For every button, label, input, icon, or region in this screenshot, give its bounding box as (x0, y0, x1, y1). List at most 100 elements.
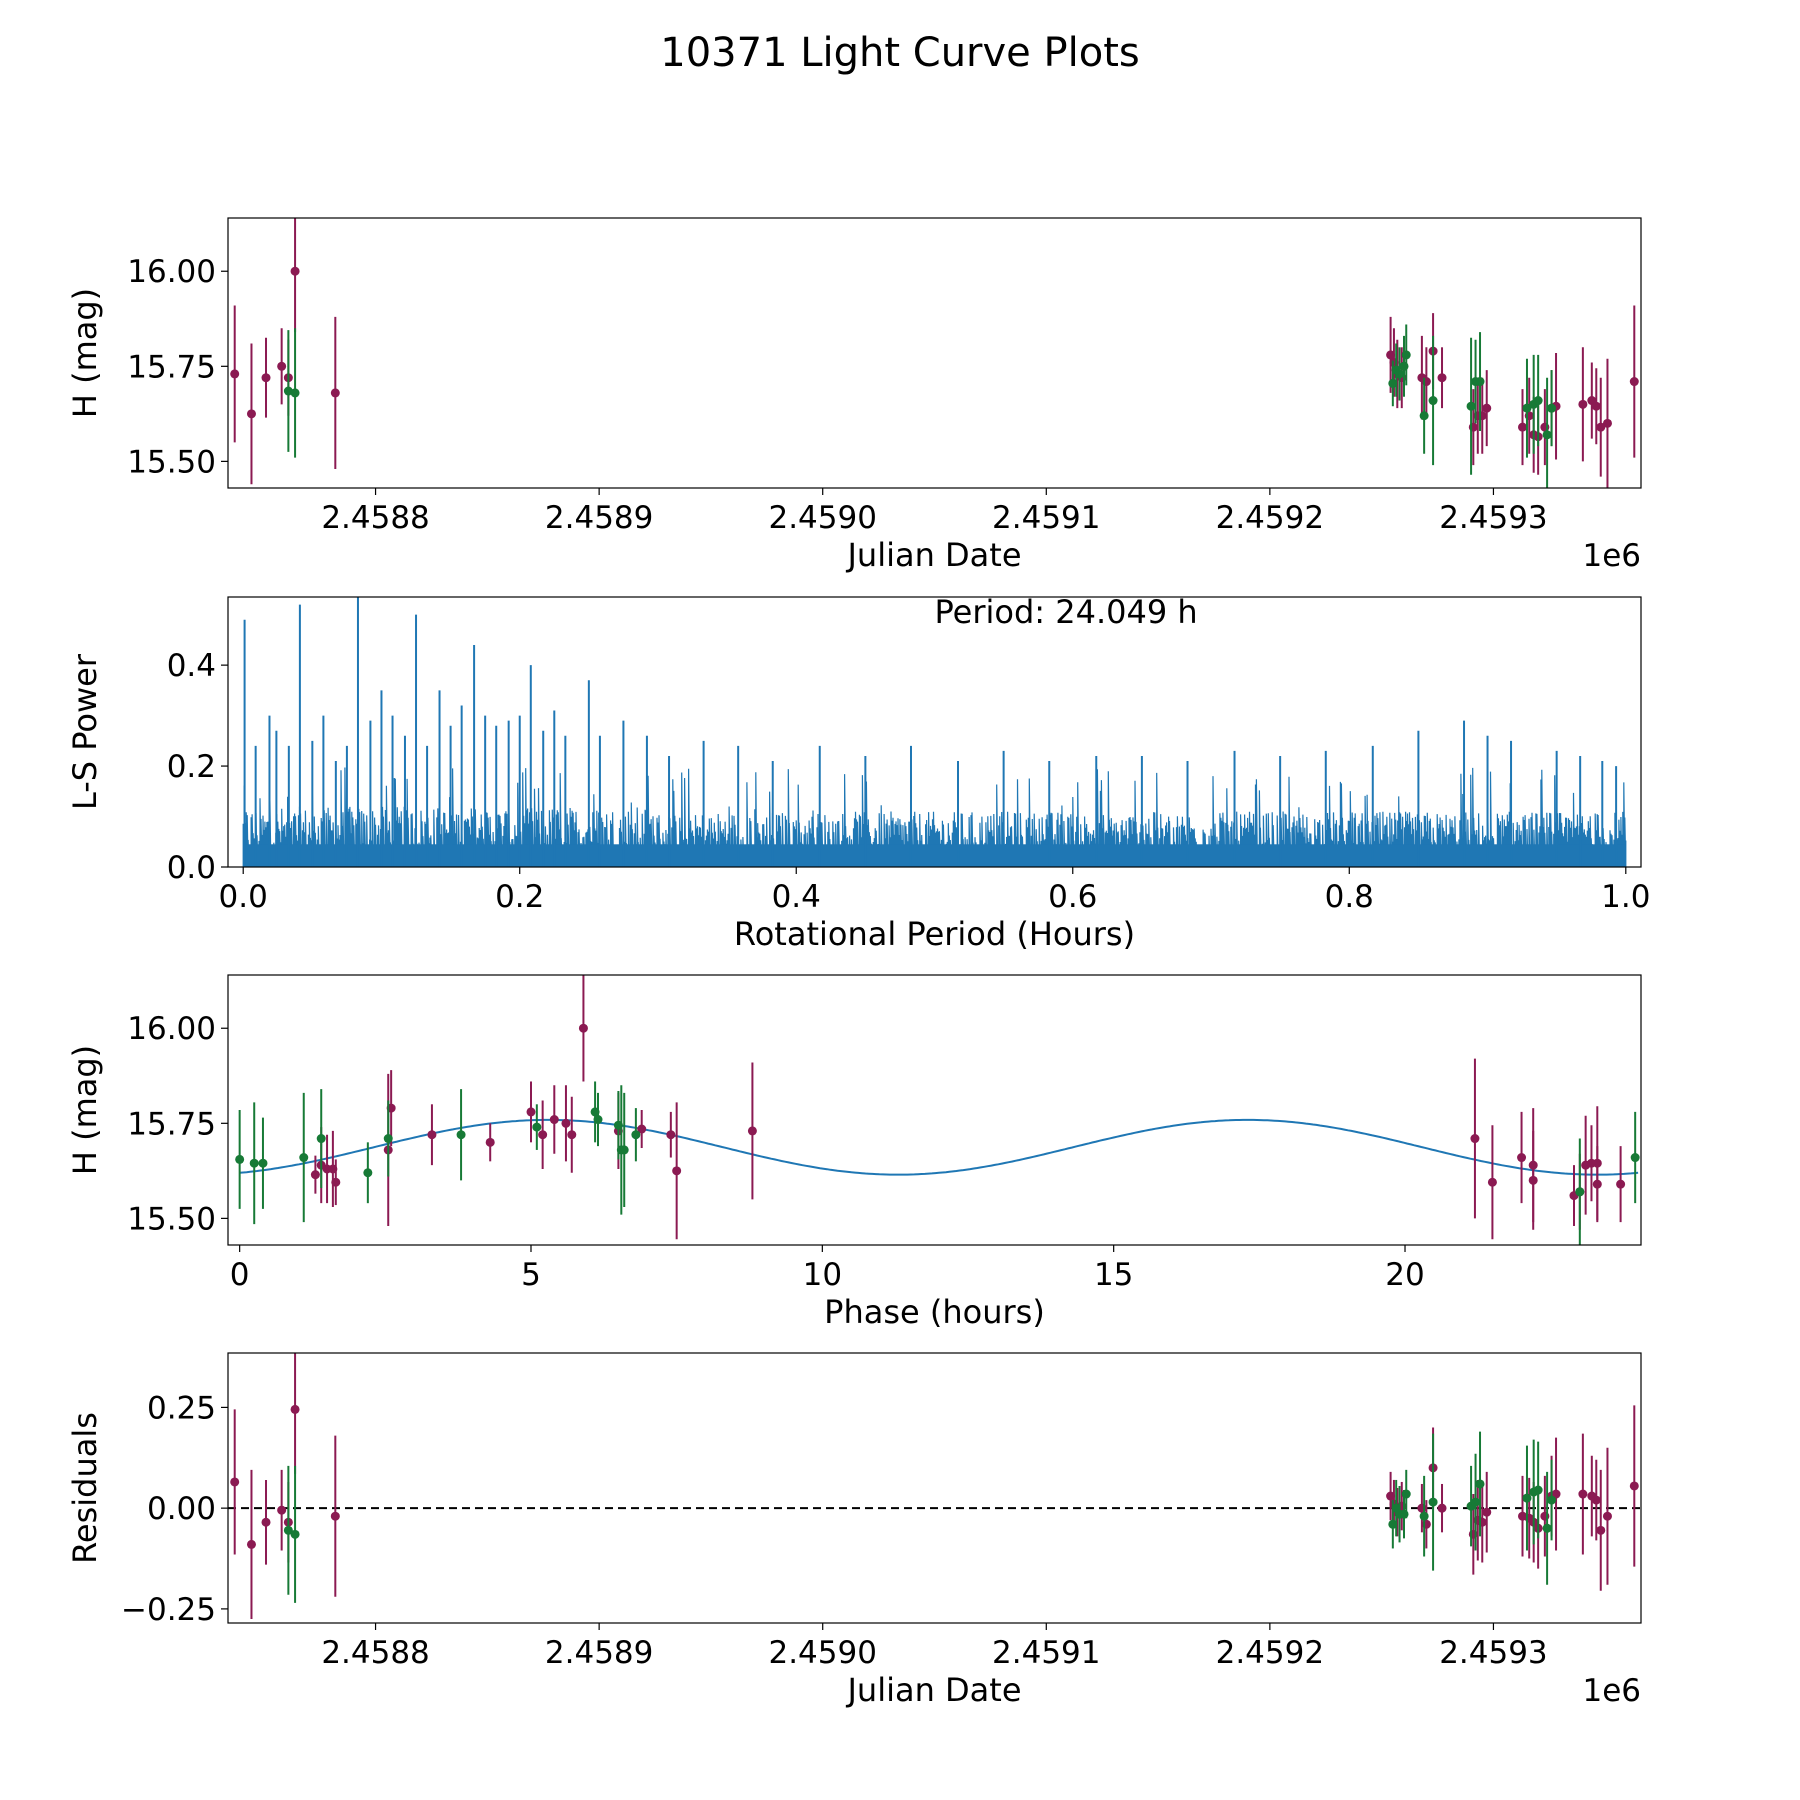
data-point (383, 1134, 393, 1144)
x-tick-label: 5 (521, 1257, 541, 1293)
data-point (1528, 1175, 1538, 1185)
data-point (538, 1130, 548, 1140)
data-point (1547, 403, 1557, 413)
data-point (261, 373, 271, 383)
data-point (1475, 377, 1485, 387)
x-axis-label: Julian Date (845, 536, 1021, 574)
plot-area (228, 1353, 1641, 1619)
data-point (1602, 1511, 1612, 1521)
data-point (1437, 373, 1447, 383)
data-point (230, 1477, 240, 1487)
data-point (249, 1158, 259, 1168)
data-point (456, 1130, 466, 1140)
data-point (1522, 403, 1532, 413)
y-tick-label: −0.25 (121, 1592, 216, 1628)
data-point (290, 266, 300, 276)
x-tick-label: 2.4593 (1439, 1635, 1547, 1671)
chart-periodogram: Period: 24.049 h 0.0 0.2 0.4 0.6 0.8 1.0 0.0 0.2… (66, 593, 1650, 953)
x-tick-label: 1.0 (1601, 879, 1650, 915)
data-point (1522, 1493, 1532, 1503)
data-point (283, 1525, 293, 1535)
data-point (637, 1124, 647, 1134)
data-point (1428, 396, 1438, 406)
figure-title: 10371 Light Curve Plots (660, 30, 1139, 76)
data-point (578, 1023, 588, 1033)
data-point (1630, 1153, 1640, 1163)
data-point (1596, 422, 1606, 432)
data-point (1395, 369, 1405, 379)
plot-area (242, 597, 1627, 867)
data-point (672, 1166, 682, 1176)
data-point (1578, 399, 1588, 409)
data-point (261, 1517, 271, 1527)
data-point (427, 1130, 437, 1140)
x-tick-label: 2.4589 (545, 500, 653, 536)
data-point (299, 1153, 309, 1163)
data-point (1616, 1179, 1626, 1189)
y-tick-label: 0.4 (167, 648, 216, 684)
data-point (1482, 1507, 1492, 1517)
x-tick-label: 2.4590 (768, 500, 876, 536)
series-green (283, 324, 1557, 488)
x-tick-label: 20 (1385, 1257, 1424, 1293)
data-point (277, 1505, 287, 1515)
data-point (1592, 1158, 1602, 1168)
x-tick-label: 0.4 (772, 879, 821, 915)
data-point (1471, 1497, 1481, 1507)
axes-frame (227, 217, 1642, 489)
data-point (1428, 1497, 1438, 1507)
data-point (1401, 1489, 1411, 1499)
data-point (1487, 1177, 1497, 1187)
axes-frame (227, 974, 1642, 1246)
plot-area (230, 218, 1639, 488)
x-tick-label: 15 (1094, 1257, 1133, 1293)
data-point (532, 1122, 542, 1132)
y-axis-label: H (mag) (66, 288, 104, 418)
chart-phased: 0 5 10 15 20 15.50 15.75 16.00 Phase (hours) H (m… (66, 974, 1642, 1331)
data-point (1419, 1511, 1429, 1521)
y-tick-label: 15.50 (127, 1201, 216, 1237)
data-point (1482, 403, 1492, 413)
data-point (1386, 350, 1396, 360)
data-point (1602, 418, 1612, 428)
charts: 2.4588 2.4589 2.4590 2.4591 2.4592 2.4593 15.5… (66, 217, 1650, 1709)
data-point (330, 388, 340, 398)
data-point (316, 1134, 326, 1144)
y-tick-label: 16.00 (127, 1011, 216, 1047)
x-offset-label: 1e6 (1582, 538, 1641, 574)
data-point (230, 369, 240, 379)
x-tick-label: 10 (803, 1257, 842, 1293)
y-axis-label: H (mag) (66, 1045, 104, 1175)
x-tick-label: 2.4589 (545, 1635, 653, 1671)
data-point (290, 388, 300, 398)
x-axis-label: Julian Date (845, 1671, 1021, 1709)
fit-curve (239, 1118, 1639, 1176)
data-point (258, 1158, 268, 1168)
data-point (246, 1539, 256, 1549)
x-axis-label: Rotational Period (Hours) (734, 915, 1135, 953)
y-tick-label: 0.00 (147, 1491, 216, 1527)
x-tick-label: 2.4590 (768, 1635, 876, 1671)
axes-frame (227, 596, 1642, 868)
data-point (310, 1170, 320, 1180)
y-tick-label: 15.50 (127, 444, 216, 480)
data-point (567, 1130, 577, 1140)
data-point (526, 1107, 536, 1117)
data-point (1475, 1479, 1485, 1489)
x-tick-label: 2.4592 (1216, 1635, 1324, 1671)
x-axis-label: Phase (hours) (824, 1293, 1045, 1331)
data-point (747, 1126, 757, 1136)
data-point (1591, 1495, 1601, 1505)
x-tick-label: 2.4593 (1439, 500, 1547, 536)
x-tick-label: 0.8 (1325, 879, 1374, 915)
data-point (277, 361, 287, 371)
data-point (290, 1529, 300, 1539)
x-tick-label: 2.4592 (1216, 500, 1324, 536)
data-point (1466, 401, 1476, 411)
x-tick-label: 0.6 (1048, 879, 1097, 915)
data-point (1437, 1503, 1447, 1513)
data-point (1533, 1485, 1543, 1495)
data-point (1591, 401, 1601, 411)
y-axis-label: Residuals (66, 1412, 104, 1564)
